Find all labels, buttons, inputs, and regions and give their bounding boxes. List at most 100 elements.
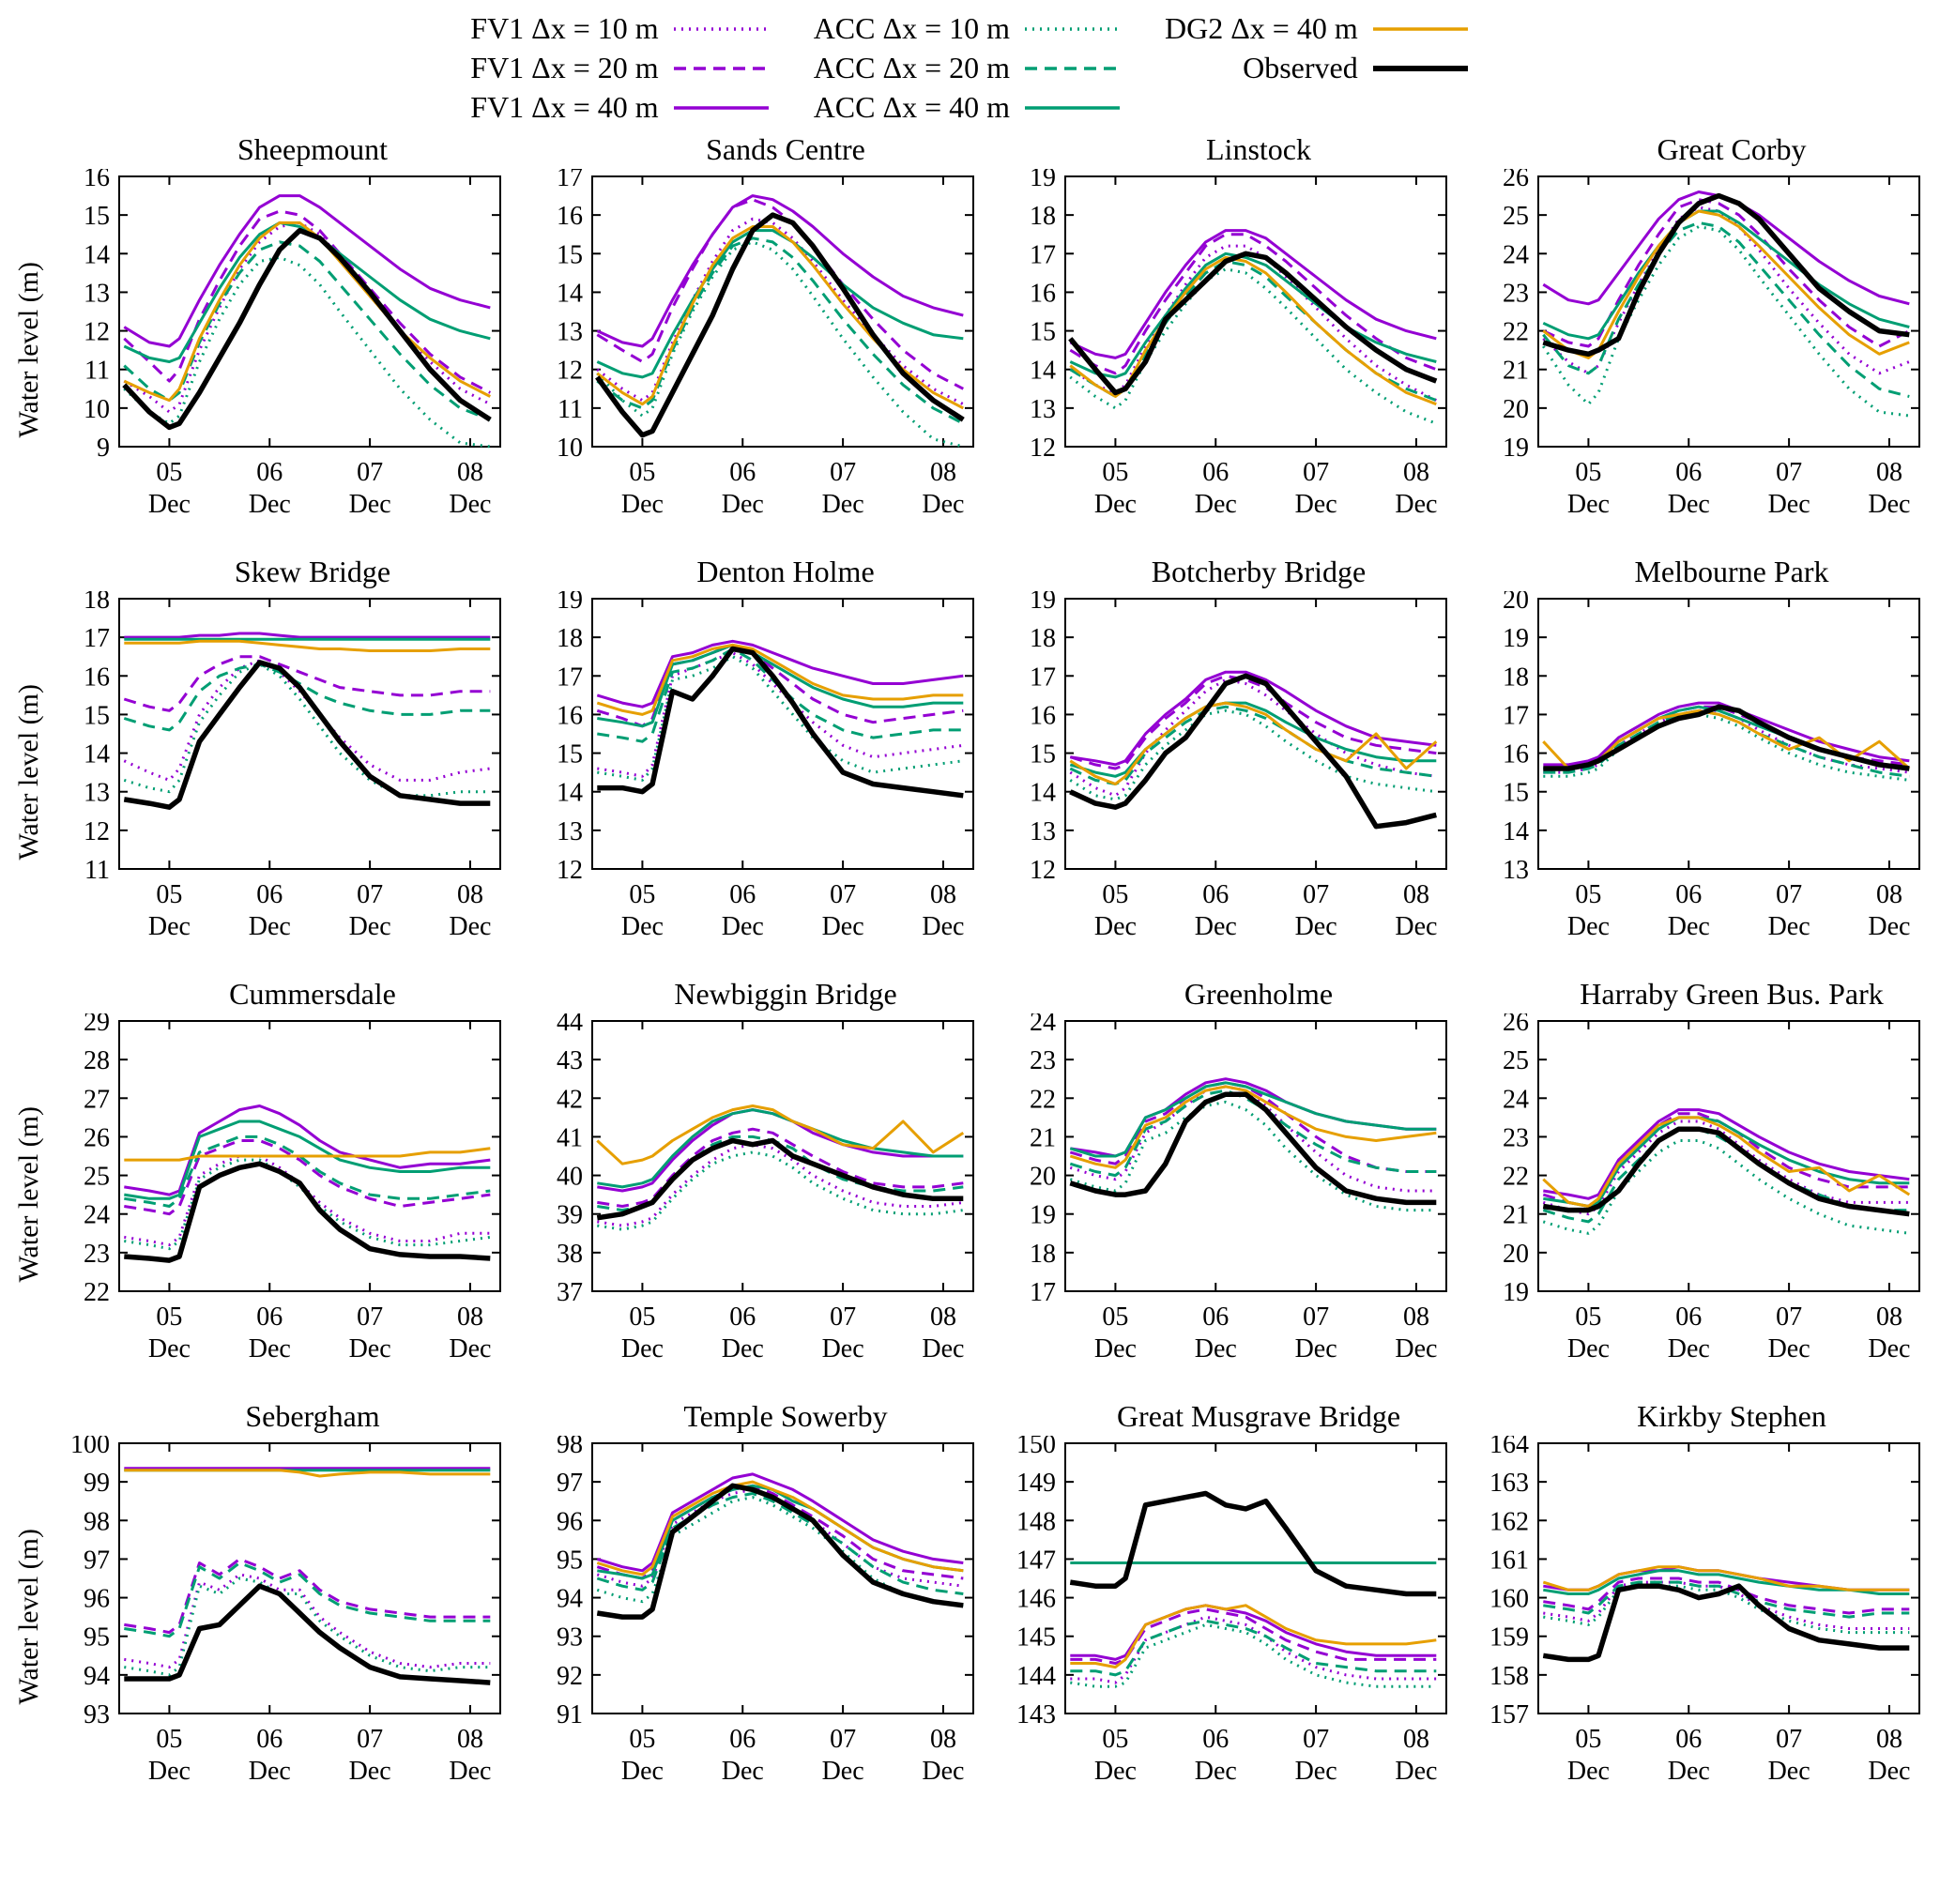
legend-line-sample: [1371, 62, 1470, 73]
legend-entry: ACC Δx = 40 m: [814, 88, 1122, 126]
svg-text:06: 06: [256, 1725, 283, 1754]
svg-text:20: 20: [1503, 395, 1529, 424]
svg-text:08: 08: [1876, 458, 1902, 487]
svg-text:05: 05: [629, 1302, 655, 1332]
svg-text:07: 07: [1303, 458, 1329, 487]
svg-text:Dec: Dec: [1395, 912, 1437, 941]
svg-text:99: 99: [84, 1469, 110, 1498]
svg-text:05: 05: [1575, 1725, 1601, 1754]
svg-text:Dec: Dec: [922, 1334, 964, 1363]
svg-text:98: 98: [84, 1507, 110, 1536]
svg-text:16: 16: [1030, 701, 1056, 730]
svg-text:Dec: Dec: [1668, 1334, 1710, 1363]
line-chart-linstock: 12 13 14 15 16 17 18 19 05 Dec 06 Dec 07 Dec 08 Dec: [1030, 169, 1447, 519]
svg-text:20: 20: [1503, 1240, 1529, 1269]
svg-text:18: 18: [1030, 624, 1056, 653]
svg-text:Dec: Dec: [1395, 1334, 1437, 1363]
svg-text:Dec: Dec: [148, 912, 191, 941]
svg-text:17: 17: [1030, 663, 1056, 692]
svg-text:22: 22: [1503, 1163, 1529, 1192]
svg-text:12: 12: [557, 856, 583, 885]
svg-text:39: 39: [557, 1201, 583, 1230]
svg-text:08: 08: [457, 458, 483, 487]
svg-text:Dec: Dec: [148, 1757, 191, 1786]
svg-text:08: 08: [1403, 458, 1429, 487]
svg-text:07: 07: [1776, 1725, 1802, 1754]
svg-text:07: 07: [1776, 1302, 1802, 1332]
svg-text:Dec: Dec: [1668, 1757, 1710, 1786]
svg-text:18: 18: [1030, 1240, 1056, 1269]
svg-text:23: 23: [1030, 1046, 1056, 1075]
svg-text:07: 07: [830, 1302, 856, 1332]
svg-text:07: 07: [830, 880, 856, 909]
svg-text:92: 92: [557, 1662, 583, 1691]
svg-text:19: 19: [1030, 1201, 1056, 1230]
svg-text:14: 14: [557, 279, 583, 308]
svg-text:16: 16: [557, 202, 583, 231]
svg-text:94: 94: [84, 1662, 110, 1691]
svg-text:22: 22: [84, 1278, 110, 1307]
svg-text:145: 145: [1016, 1623, 1056, 1653]
svg-text:21: 21: [1030, 1123, 1056, 1152]
subplot-cell: Temple Sowerby 91 92 93 94 95 96 97 98 05 Dec 06 Dec…: [521, 1396, 994, 1809]
svg-text:150: 150: [1016, 1436, 1056, 1459]
svg-text:13: 13: [84, 779, 110, 808]
svg-text:06: 06: [1675, 880, 1702, 909]
svg-text:13: 13: [1030, 817, 1056, 846]
svg-text:26: 26: [84, 1123, 110, 1152]
legend-label: FV1 Δx = 10 m: [470, 10, 659, 45]
svg-text:17: 17: [84, 624, 110, 653]
line-chart-melbourne-park: 13 14 15 16 17 18 19 20 05 Dec 06 Dec 07 Dec 08 Dec: [1503, 591, 1920, 941]
svg-text:Dec: Dec: [1094, 1757, 1137, 1786]
line-chart-denton-holme: 12 13 14 15 16 17 18 19 05 Dec 06 Dec 07 Dec 08 Dec: [557, 591, 974, 941]
svg-text:Dec: Dec: [1195, 1757, 1237, 1786]
svg-text:Dec: Dec: [249, 1757, 291, 1786]
svg-text:28: 28: [84, 1046, 110, 1075]
legend-line-sample: [1023, 62, 1122, 73]
subplot-cell: Great Corby 19 20 21 22 23 24 25 26 05 Dec 06 Dec 07 D…: [1467, 129, 1940, 542]
svg-text:Dec: Dec: [1195, 1334, 1237, 1363]
svg-text:143: 143: [1016, 1700, 1056, 1729]
svg-text:Dec: Dec: [148, 490, 191, 519]
legend-label: FV1 Δx = 40 m: [470, 89, 659, 124]
subplot-title: Sands Centre: [706, 132, 865, 166]
svg-text:Dec: Dec: [621, 1757, 664, 1786]
svg-text:24: 24: [1030, 1013, 1056, 1037]
svg-text:16: 16: [1030, 279, 1056, 308]
legend-entry: FV1 Δx = 40 m: [470, 88, 770, 126]
svg-text:Dec: Dec: [1567, 1757, 1610, 1786]
svg-text:Dec: Dec: [249, 912, 291, 941]
svg-text:Dec: Dec: [349, 490, 391, 519]
svg-text:Dec: Dec: [449, 1334, 491, 1363]
svg-text:Dec: Dec: [1567, 490, 1610, 519]
svg-text:Dec: Dec: [822, 490, 864, 519]
svg-text:Dec: Dec: [1768, 1334, 1810, 1363]
line-chart-great-musgrave-bridge: 143 144 145 146 147 148 149 150 05 Dec 06 Dec 07 Dec 0…: [1016, 1436, 1447, 1786]
svg-text:94: 94: [557, 1585, 583, 1614]
svg-text:06: 06: [729, 1725, 756, 1754]
subplot-cell: Newbiggin Bridge 37 38 39 40 41 42 43 44 05 Dec 06 D…: [521, 974, 994, 1387]
y-axis-label: Water level (m): [13, 262, 44, 438]
svg-text:08: 08: [1876, 1725, 1902, 1754]
subplot-cell: Water level (m) Cummersdale 22 23 24 25 26 27 28…: [0, 974, 521, 1387]
subplot-title: Botcherby Bridge: [1151, 555, 1367, 588]
svg-text:Dec: Dec: [1295, 1334, 1337, 1363]
svg-text:146: 146: [1016, 1585, 1056, 1614]
svg-text:08: 08: [1403, 1302, 1429, 1332]
svg-text:08: 08: [930, 1302, 956, 1332]
subplot-title: Denton Holme: [696, 555, 875, 588]
svg-text:22: 22: [1503, 318, 1529, 347]
line-chart-sebergham: 93 94 95 96 97 98 99 100 05 Dec 06 Dec 07 Dec 08 Dec: [70, 1436, 501, 1786]
subplot-title: Sebergham: [245, 1399, 380, 1433]
svg-text:10: 10: [84, 395, 110, 424]
subplot-title: Skew Bridge: [234, 555, 391, 588]
svg-text:25: 25: [1503, 202, 1529, 231]
svg-text:93: 93: [557, 1623, 583, 1653]
legend-entry: FV1 Δx = 20 m: [470, 49, 770, 86]
svg-text:160: 160: [1489, 1585, 1529, 1614]
svg-text:13: 13: [557, 318, 583, 347]
subplot-cell: Denton Holme 12 13 14 15 16 17 18 19 05 Dec 06 Dec 07…: [521, 552, 994, 965]
svg-text:15: 15: [557, 740, 583, 769]
svg-text:23: 23: [1503, 279, 1529, 308]
